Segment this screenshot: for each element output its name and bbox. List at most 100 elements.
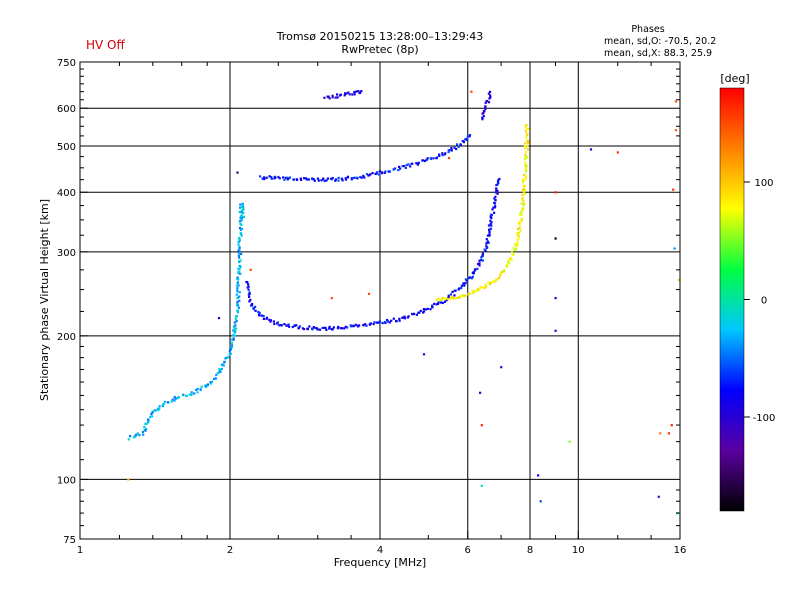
data-point xyxy=(516,232,519,235)
data-point xyxy=(484,105,487,108)
data-point xyxy=(424,159,427,163)
data-point xyxy=(240,215,243,218)
data-point xyxy=(516,243,519,247)
data-point xyxy=(287,177,290,180)
data-point xyxy=(254,305,257,308)
data-point xyxy=(486,234,489,237)
data-point xyxy=(206,383,209,386)
data-point xyxy=(238,247,241,250)
data-point xyxy=(401,165,404,168)
data-point xyxy=(399,167,402,170)
data-point xyxy=(520,202,523,205)
data-point xyxy=(524,125,527,128)
data-point xyxy=(450,295,453,298)
data-point xyxy=(237,244,240,247)
data-point xyxy=(337,325,340,328)
data-point xyxy=(351,93,354,96)
data-point xyxy=(287,323,290,326)
data-point xyxy=(312,178,315,181)
data-point xyxy=(215,373,218,376)
data-point xyxy=(265,316,269,319)
data-point xyxy=(412,312,415,316)
data-point xyxy=(395,319,398,323)
data-point xyxy=(502,270,505,273)
data-point xyxy=(268,175,271,178)
data-point xyxy=(127,478,130,481)
data-point xyxy=(269,319,273,322)
data-point xyxy=(493,202,497,205)
data-point xyxy=(240,232,243,235)
data-point xyxy=(503,268,506,272)
data-point xyxy=(301,327,304,330)
data-point xyxy=(523,145,527,148)
data-point xyxy=(415,313,418,316)
data-point xyxy=(232,329,235,332)
x-axis: 1 2 4 6 8 10 16 xyxy=(77,62,686,556)
data-point xyxy=(233,321,236,324)
x-axis-label: Frequency [MHz] xyxy=(334,556,426,569)
data-point xyxy=(488,97,491,100)
data-point xyxy=(222,364,225,367)
data-point xyxy=(441,296,444,299)
data-point xyxy=(269,320,272,323)
data-point xyxy=(230,341,233,344)
data-point xyxy=(334,179,337,182)
data-point xyxy=(325,179,328,182)
data-point xyxy=(554,297,557,300)
data-point xyxy=(429,308,432,311)
data-point xyxy=(441,154,444,157)
stats-line-x: mean, sd,X: 88.3, 25.9 xyxy=(604,48,712,59)
data-point xyxy=(481,118,484,121)
data-point xyxy=(404,166,407,169)
data-point xyxy=(236,290,239,293)
data-point xyxy=(347,91,350,94)
data-point xyxy=(443,300,446,303)
data-point xyxy=(345,92,348,95)
data-point xyxy=(199,388,202,391)
data-point xyxy=(518,226,521,229)
data-point xyxy=(472,272,475,275)
data-point xyxy=(262,317,265,320)
data-point xyxy=(403,165,406,168)
data-point xyxy=(674,100,678,103)
data-point xyxy=(227,356,230,359)
data-point xyxy=(516,239,519,242)
data-point xyxy=(489,222,492,225)
data-point xyxy=(417,161,420,164)
data-point xyxy=(450,147,453,150)
data-point xyxy=(158,407,161,410)
data-point xyxy=(238,256,241,259)
data-point xyxy=(240,209,244,212)
data-point xyxy=(522,188,525,191)
data-point xyxy=(487,101,491,104)
data-point xyxy=(318,328,322,331)
data-point xyxy=(500,366,503,369)
data-point xyxy=(406,316,409,319)
data-point xyxy=(419,309,422,312)
data-point xyxy=(313,179,316,182)
data-point xyxy=(337,179,340,182)
data-point xyxy=(353,93,356,96)
data-point xyxy=(238,268,241,271)
data-point xyxy=(667,432,671,435)
data-point xyxy=(356,324,359,327)
data-point xyxy=(288,176,291,179)
data-point xyxy=(236,311,240,314)
data-point xyxy=(228,353,231,356)
data-point xyxy=(238,295,241,298)
data-point xyxy=(521,193,524,196)
data-point xyxy=(489,213,493,216)
data-point xyxy=(467,293,470,296)
data-point xyxy=(351,177,354,180)
data-point xyxy=(336,93,339,96)
data-point xyxy=(498,177,501,181)
data-point xyxy=(144,429,147,432)
data-point xyxy=(524,130,527,133)
x-tick-label: 8 xyxy=(527,545,533,556)
data-point xyxy=(306,328,309,331)
data-point xyxy=(328,97,331,100)
data-point xyxy=(449,297,452,300)
data-point xyxy=(392,168,395,171)
data-point xyxy=(214,377,217,380)
data-point xyxy=(174,397,177,400)
